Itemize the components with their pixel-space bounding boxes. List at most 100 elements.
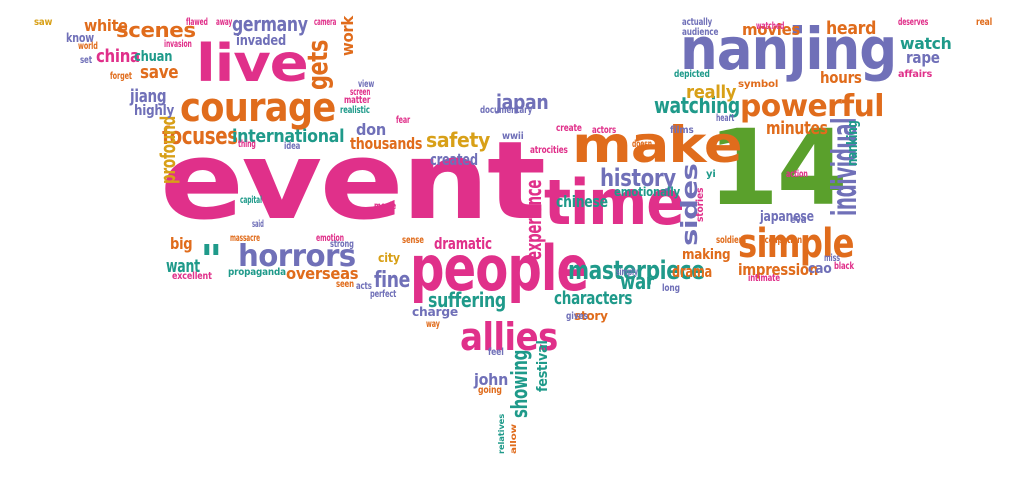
cloud-word-world: world [78,41,98,52]
cloud-word-invasion: invasion [164,39,192,50]
cloud-word-miss: miss [824,253,840,264]
cloud-word-jiang: jiang [130,86,167,107]
cloud-word-saw: saw [34,17,53,28]
cloud-word-thing: thing [238,139,256,150]
cloud-word-action: action [786,169,808,180]
cloud-word-said: said [252,219,264,230]
cloud-word-horrors: horrors [238,239,356,274]
cloud-word-history: history [600,164,676,192]
cloud-word-story: story [574,309,608,323]
cloud-word-festival: festival [535,340,551,392]
cloud-word-perfect: perfect [370,289,397,300]
cloud-word-affairs: affairs [898,69,933,80]
cloud-word-work: work [338,15,357,57]
cloud-word-simply: simply [616,267,638,278]
cloud-word-atrocities: atrocities [530,145,568,156]
cloud-word-simple: simple [738,221,855,267]
cloud-word-camera: camera [314,17,337,28]
cloud-word-white: white [84,16,128,35]
cloud-word-international: international [232,126,345,147]
cloud-word-allow: allow [509,424,518,454]
cloud-word-charge: charge [412,305,458,319]
cloud-word-films: films [670,125,694,136]
cloud-word-away: away [216,17,233,28]
cloud-word-symbol: symbol [738,79,779,90]
cloud-word-idea: idea [284,141,301,152]
cloud-word-capital: capital [240,195,262,206]
cloud-word-view: view [358,79,375,90]
cloud-word-time: time [544,166,685,239]
cloud-word-relatives: relatives [497,413,506,454]
cloud-word-doesn: doesn [632,139,652,150]
cloud-word-impression: impression [738,260,819,279]
cloud-word-strong: strong [330,239,354,250]
cloud-word-big: big [170,234,193,253]
cloud-word-created: created [430,150,478,169]
cloud-word-gives: gives [566,311,588,322]
cloud-word-fine: fine [374,268,410,293]
cloud-word-know: know [66,31,94,45]
cloud-word-flawed: flawed [186,17,208,28]
cloud-word-real: real [976,17,993,28]
cloud-word-yi: yi [706,169,716,180]
cloud-word-screen: screen [350,87,371,98]
cloud-word-war: war [620,270,654,295]
cloud-word-massacre: massacre [230,233,260,244]
cloud-word-save: save [140,62,179,83]
cloud-word-deserves: deserves [898,17,929,28]
cloud-word-documentary: documentary [480,105,533,116]
cloud-word-showing: showing [508,349,533,418]
cloud-word-powerful: powerful [740,89,884,124]
cloud-word-way: way [426,319,440,330]
cloud-word-going: going [478,385,502,396]
cloud-word-hours: hours [820,68,862,87]
cloud-word-make: make [572,116,743,174]
cloud-word-soldiers: soldiers [716,235,746,246]
cloud-word-intimate: intimate [748,273,780,284]
cloud-word-watching: watching [654,94,740,119]
cloud-word-heart: heart [716,113,735,124]
cloud-word-people: people [410,232,589,305]
cloud-word-cao: cao [808,261,832,277]
cloud-word-movie: movie [374,201,397,212]
cloud-word-nanjing: nanjing [680,15,897,83]
cloud-word-chinese: chinese [556,192,608,211]
cloud-word-invaded: invaded [236,33,286,49]
cloud-word-long: long [662,283,680,294]
cloud-word-14: 14 [708,107,848,229]
cloud-word-experience: experience [522,179,547,260]
cloud-word-city: city [378,251,400,265]
cloud-word-audience: audience [682,27,719,38]
cloud-word-want: want [166,256,200,277]
cloud-word-germany: germany [232,12,308,36]
cloud-word-set: set [80,55,92,66]
cloud-word-live: live [196,34,309,94]
cloud-word-dramatic: dramatic [434,234,492,253]
cloud-word-overseas: overseas [286,264,359,283]
cloud-word-john: john [474,370,508,389]
cloud-word-courage: courage [180,85,336,131]
cloud-word-feel: feel [488,347,504,358]
cloud-word-wwii: wwii [502,131,524,142]
cloud-word-characters: characters [554,288,633,309]
cloud-word-stories: stories [695,187,706,222]
cloud-word-create: create [556,123,582,134]
cloud-word-nanking: nanking [845,120,861,166]
cloud-word-propaganda: propaganda [228,267,286,278]
cloud-word-gets: gets [301,40,334,90]
cloud-word-don: don [356,120,386,139]
cloud-word-seen: seen [336,279,354,290]
cloud-word-focuses: focuses [162,122,238,150]
cloud-word-scenes: scenes [116,18,196,42]
cloud-word-emotionally: emotionally [614,185,681,199]
cloud-word-watch: watch [900,34,952,53]
cloud-word-minutes: minutes [766,118,828,139]
cloud-word-watched: watched [756,21,785,32]
cloud-word-ll: ll [202,243,221,259]
cloud-word-forget: forget [110,71,132,82]
cloud-word-making: making [682,247,731,263]
cloud-word-masterpiece: masterpiece [568,256,705,286]
cloud-word-realistic: realistic [340,105,370,116]
cloud-word-heard: heard [826,18,877,39]
